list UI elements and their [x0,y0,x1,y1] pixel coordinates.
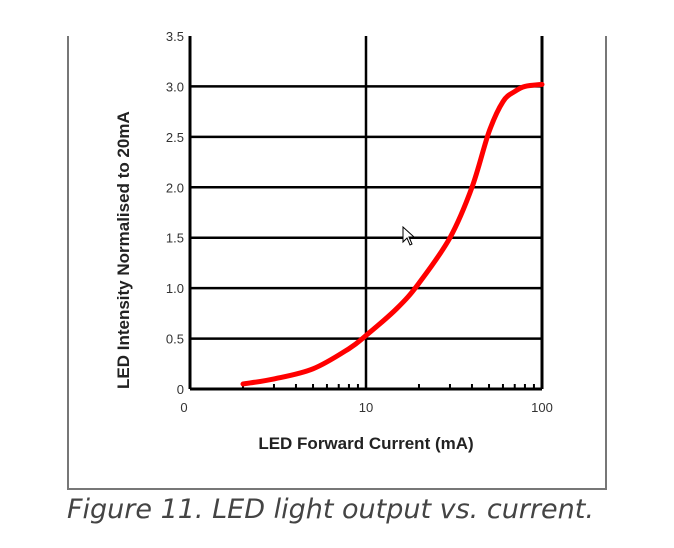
y-tick-label: 2.0 [166,180,184,195]
mouse-pointer-icon [402,226,416,246]
y-axis-label: LED Intensity Normalised to 20mA [114,111,133,389]
x-tick-label: 100 [531,400,553,415]
chart-frame [67,36,607,490]
y-tick-label: 1.0 [166,281,184,296]
x-tick-label: 0 [180,400,187,415]
y-tick-label: 2.5 [166,130,184,145]
y-tick-label: 3.0 [166,79,184,94]
y-tick-label: 0.5 [166,332,184,347]
figure-caption: Figure 11. LED light output vs. current. [67,494,594,525]
y-tick-label: 0 [177,382,184,397]
x-tick-label: 10 [359,400,373,415]
y-tick-label: 1.5 [166,231,184,246]
y-tick-label: 3.5 [166,29,184,44]
x-axis-label: LED Forward Current (mA) [258,434,474,453]
series-line [240,81,545,387]
